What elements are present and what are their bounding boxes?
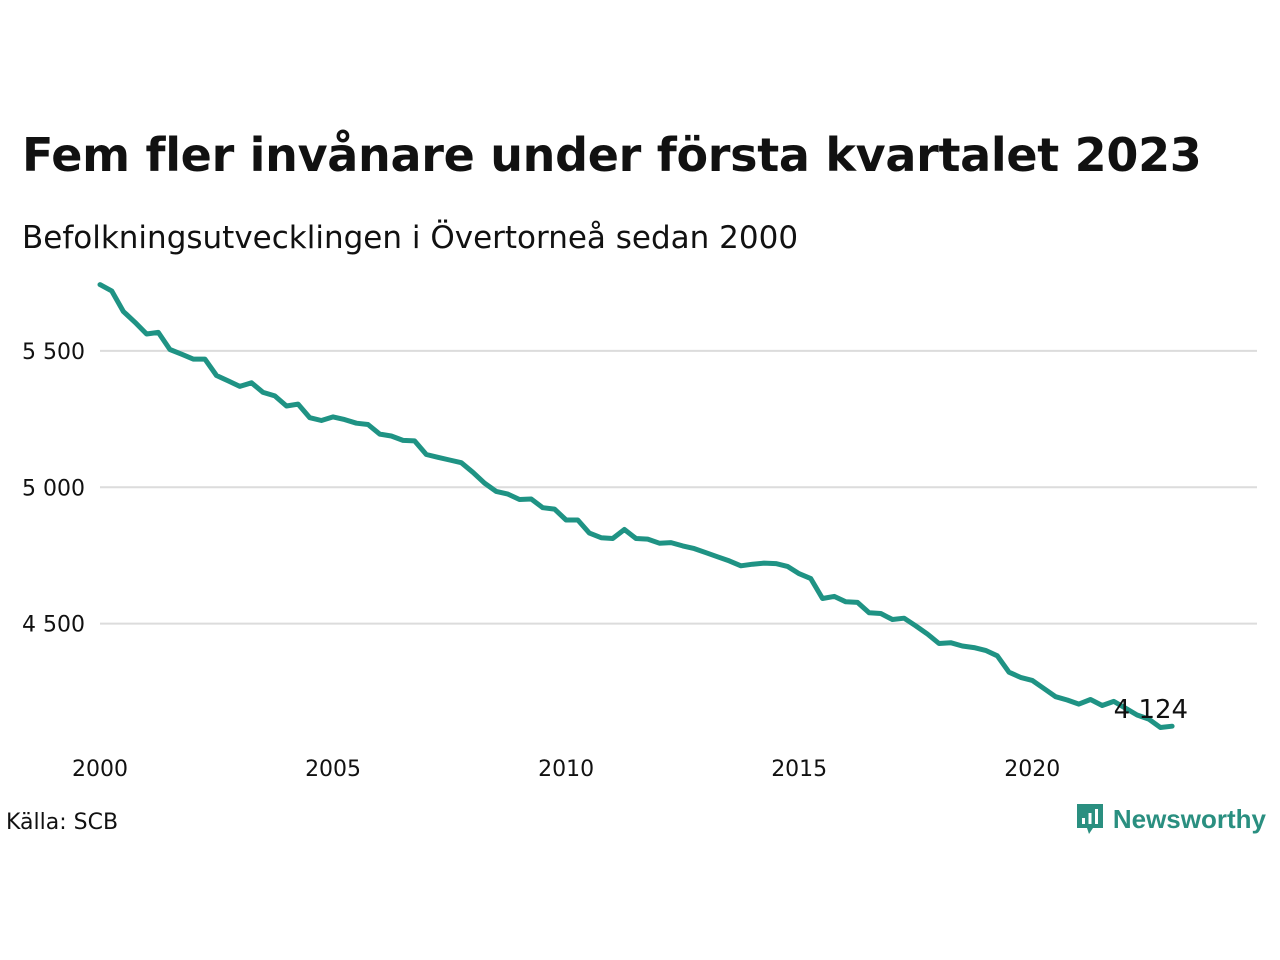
source-note: Källa: SCB [6, 810, 119, 835]
chart-subtitle: Befolkningsutvecklingen i Övertorneå sed… [22, 220, 799, 256]
x-tick-label: 2020 [1004, 757, 1060, 782]
y-axis: 4 500 5 000 5 500 [22, 340, 85, 638]
chart-title: Fem fler invånare under första kvartalet… [22, 128, 1202, 182]
series-line [97, 282, 1175, 730]
x-tick-label: 2010 [538, 757, 594, 782]
y-tick-label: 5 500 [22, 340, 85, 365]
x-tick-label: 2000 [72, 757, 128, 782]
grid-layer [100, 349, 1257, 625]
label-layer: 4 124 [1114, 695, 1188, 725]
x-tick-label: 2005 [305, 757, 361, 782]
series-layer [97, 282, 1175, 730]
brand-name: Newsworthy [1112, 803, 1266, 834]
y-tick-label: 4 500 [22, 613, 85, 638]
x-tick-label: 2015 [771, 757, 827, 782]
x-axis: 2000 2005 2010 2015 2020 [72, 757, 1060, 782]
end-value-label: 4 124 [1114, 695, 1188, 725]
newsworthy-logo-icon [1076, 804, 1103, 834]
y-tick-label: 5 000 [22, 476, 85, 501]
brand-logo[interactable]: Newsworthy [1075, 802, 1266, 836]
